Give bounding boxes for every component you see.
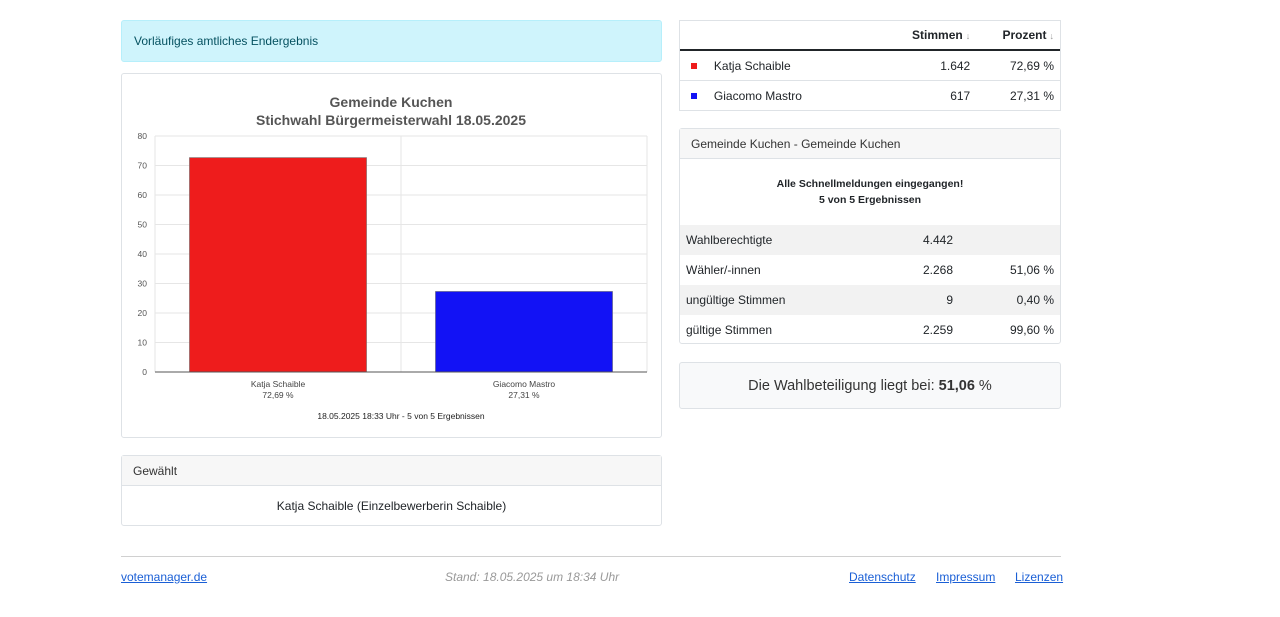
- chart-card: Gemeinde Kuchen Stichwahl Bürgermeisterwa…: [121, 73, 662, 438]
- stat-percent: 51,06 %: [1009, 263, 1054, 277]
- datenschutz-link[interactable]: Datenschutz: [849, 570, 916, 584]
- alert-text: Vorläufiges amtliches Endergebnis: [134, 34, 319, 48]
- color-swatch-icon: [690, 93, 697, 99]
- stat-percent: 0,40 %: [1016, 293, 1054, 307]
- stat-row: Wahlberechtigte 4.442: [680, 225, 1060, 255]
- y-tick-label: 80: [138, 131, 148, 141]
- stat-label: gültige Stimmen: [686, 323, 773, 337]
- x-tick-label: Katja Schaible: [251, 379, 306, 389]
- elected-name: Katja Schaible (Einzelbewerberin Schaibl…: [276, 499, 507, 513]
- candidate-votes: 617: [950, 89, 971, 103]
- footer-divider: [121, 556, 1061, 557]
- impressum-link[interactable]: Impressum: [936, 570, 996, 584]
- stat-percent: 99,60 %: [1009, 323, 1054, 337]
- stat-row: gültige Stimmen 2.259 99,60 %: [680, 315, 1060, 345]
- elected-header: Gewählt: [122, 456, 661, 486]
- candidate-percent: 72,69 %: [1009, 58, 1054, 73]
- stat-value: 9: [946, 293, 953, 307]
- candidate-name: Giacomo Mastro: [713, 89, 802, 103]
- votemanager-link[interactable]: votemanager.de: [121, 570, 208, 584]
- chart-footnote: 18.05.2025 18:33 Uhr - 5 von 5 Ergebniss…: [317, 411, 485, 421]
- stat-label: Wahlberechtigte: [686, 233, 773, 247]
- stat-row: Wähler/-innen 2.268 51,06 %: [680, 255, 1060, 285]
- stat-label: ungültige Stimmen: [686, 293, 786, 307]
- color-swatch-icon: [690, 62, 697, 69]
- stand-timestamp: Stand: 18.05.2025 um 18:34 Uhr: [445, 570, 620, 584]
- reporting-status-line1: Alle Schnellmeldungen eingegangen!: [776, 178, 964, 190]
- candidate-votes: 1.642: [940, 58, 971, 73]
- stat-label: Wähler/-innen: [686, 263, 761, 277]
- y-tick-label: 0: [142, 367, 147, 377]
- chart-subtitle: Stichwahl Bürgermeisterwahl 18.05.2025: [256, 112, 526, 128]
- x-tick-label: Giacomo Mastro: [493, 379, 556, 389]
- sort-arrow-icon[interactable]: ↓: [965, 31, 971, 41]
- result-status-alert: Vorläufiges amtliches Endergebnis: [121, 20, 662, 62]
- sort-arrow-icon[interactable]: ↓: [1049, 31, 1055, 41]
- candidate-percent: 27,31 %: [1009, 89, 1054, 103]
- turnout-prefix: Die Wahlbeteiligung liegt bei:: [748, 377, 935, 394]
- bar: [435, 291, 613, 373]
- column-stimmen[interactable]: Stimmen ↓: [912, 28, 971, 42]
- bar: [189, 157, 367, 373]
- table-row: Katja Schaible 1.642 72,69 %: [680, 51, 1060, 81]
- stat-value: 4.442: [922, 233, 953, 247]
- chart-title: Gemeinde Kuchen: [330, 94, 453, 110]
- turnout-unit: %: [978, 377, 992, 394]
- y-tick-label: 20: [138, 308, 148, 318]
- elected-card: Gewählt Katja Schaible (Einzelbewerberin…: [121, 455, 662, 526]
- y-tick-label: 30: [138, 279, 148, 289]
- stat-value: 2.259: [922, 323, 953, 337]
- y-tick-label: 10: [138, 338, 148, 348]
- reporting-status: Alle Schnellmeldungen eingegangen! 5 von…: [680, 159, 1060, 225]
- stat-row: ungültige Stimmen 9 0,40 %: [680, 285, 1060, 315]
- turnout-box: Die Wahlbeteiligung liegt bei: 51,06 %: [679, 362, 1061, 409]
- municipality-card: Gemeinde Kuchen - Gemeinde Kuchen Alle S…: [679, 128, 1061, 344]
- y-tick-label: 70: [138, 161, 148, 171]
- table-row: Giacomo Mastro 617 27,31 %: [680, 81, 1060, 111]
- results-table: Stimmen ↓ Prozent ↓ Katja Schaible 1.642 7…: [679, 20, 1061, 111]
- lizenzen-link[interactable]: Lizenzen: [1015, 570, 1064, 584]
- stat-value: 2.268: [922, 263, 953, 277]
- candidate-name: Katja Schaible: [713, 58, 791, 73]
- x-tick-sublabel: 72,69 %: [262, 390, 294, 400]
- reporting-status-line2: 5 von 5 Ergebnissen: [818, 194, 922, 206]
- y-tick-label: 40: [138, 249, 148, 259]
- column-prozent[interactable]: Prozent ↓: [1002, 28, 1055, 42]
- y-tick-label: 50: [138, 220, 148, 230]
- turnout-value: 51,06: [938, 377, 975, 394]
- results-table-header: Stimmen ↓ Prozent ↓: [680, 21, 1060, 51]
- results-bar-chart: Gemeinde Kuchen Stichwahl Bürgermeisterwa…: [138, 94, 648, 421]
- x-tick-sublabel: 27,31 %: [508, 390, 540, 400]
- municipality-header: Gemeinde Kuchen - Gemeinde Kuchen: [680, 129, 1060, 159]
- y-tick-label: 60: [138, 190, 148, 200]
